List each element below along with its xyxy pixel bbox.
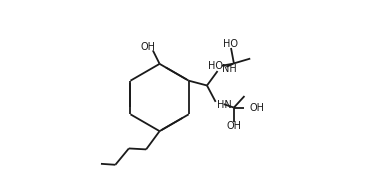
Text: HO: HO bbox=[208, 61, 223, 71]
Text: OH: OH bbox=[226, 121, 241, 131]
Text: HO: HO bbox=[223, 39, 238, 49]
Text: NH: NH bbox=[222, 64, 237, 74]
Text: HN: HN bbox=[217, 100, 231, 110]
Text: OH: OH bbox=[141, 42, 156, 51]
Text: OH: OH bbox=[250, 103, 265, 113]
